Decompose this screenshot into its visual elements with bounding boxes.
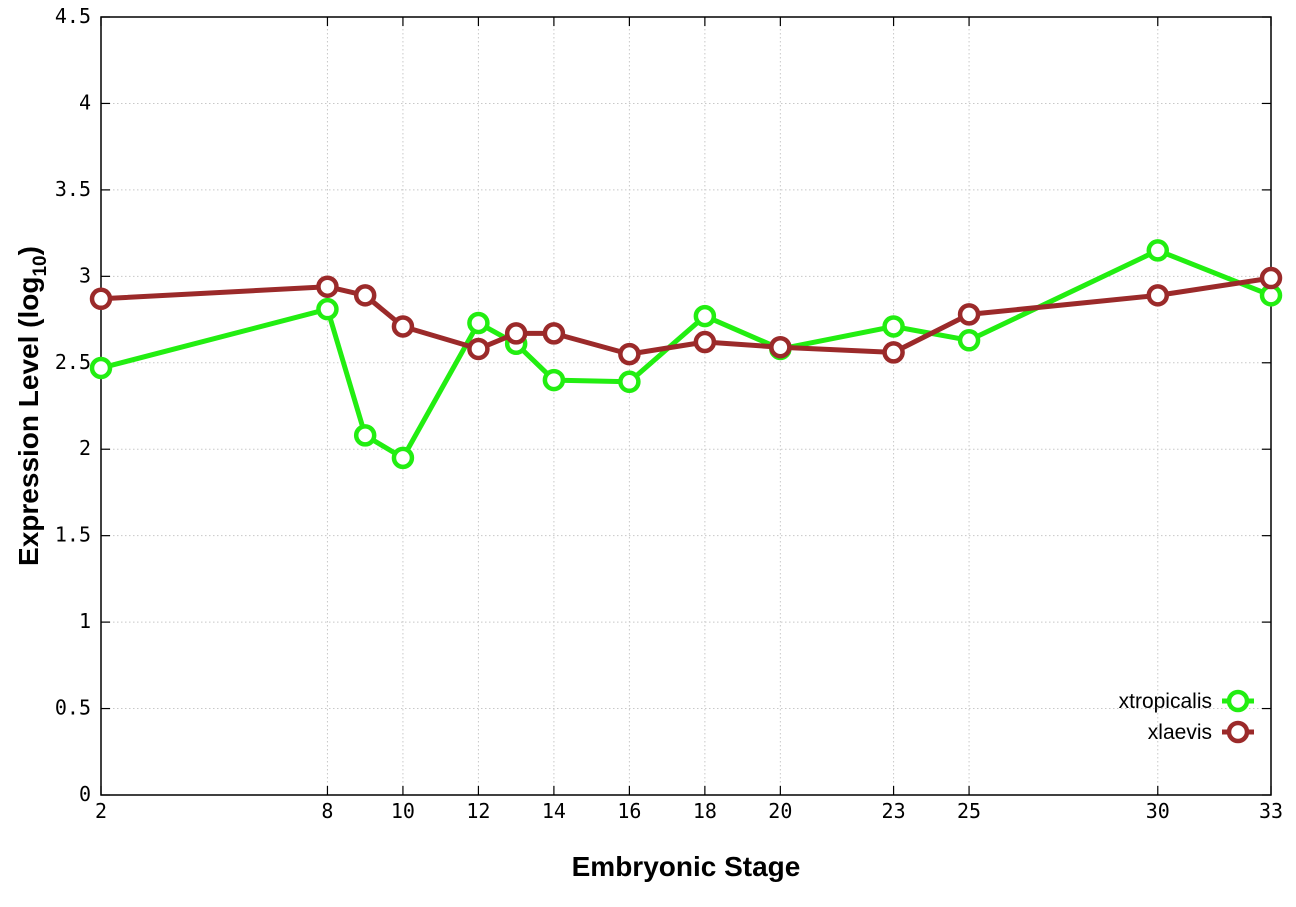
data-point-xlaevis	[618, 342, 641, 366]
data-point-xlaevis	[504, 322, 528, 345]
data-point-xtropicalis	[542, 368, 566, 392]
data-point-xtropicalis	[1146, 239, 1170, 262]
x-axis: 2 8 10 12 14 16 18 20 23 25 30 33	[95, 17, 1283, 823]
y-tick-label: 4.5	[55, 4, 91, 28]
data-point-xlaevis	[1146, 284, 1170, 307]
y-axis-title-sub: 10	[30, 255, 51, 276]
grid	[101, 17, 1271, 795]
data-point-xlaevis	[89, 287, 113, 311]
x-tick-label: 12	[466, 799, 490, 823]
y-tick-label: 0.5	[55, 696, 91, 720]
data-point-xtropicalis	[316, 297, 339, 321]
data-point-xtropicalis	[693, 304, 717, 328]
x-tick-label: 30	[1146, 799, 1170, 823]
x-tick-label: 8	[321, 799, 333, 823]
series-line-xlaevis	[100, 275, 1272, 357]
data-point-xlaevis	[353, 284, 377, 307]
data-point-xlaevis	[882, 341, 905, 364]
data-point-xtropicalis	[391, 446, 415, 470]
data-point-xlaevis	[316, 275, 339, 298]
plot-frame	[100, 16, 1272, 796]
series-group	[89, 239, 1283, 470]
x-tick-label: 14	[542, 799, 566, 823]
y-axis-title: Expression Level (log10)	[13, 246, 51, 566]
x-tick-label: 33	[1259, 799, 1283, 823]
x-tick-label: 18	[693, 799, 717, 823]
data-point-xlaevis	[693, 330, 717, 354]
y-tick-label: 3.5	[55, 177, 91, 201]
legend-swatch-marker	[1226, 720, 1250, 744]
data-point-xtropicalis	[957, 329, 981, 352]
data-point-xtropicalis	[353, 424, 377, 447]
x-tick-label: 16	[617, 799, 641, 823]
x-tick-label: 20	[768, 799, 792, 823]
x-tick-label: 25	[957, 799, 981, 823]
data-point-xlaevis	[769, 335, 792, 359]
legend-label-xlaevis: xlaevis	[1148, 721, 1212, 744]
legend-swatch-marker	[1226, 689, 1250, 713]
data-point-xtropicalis	[618, 370, 641, 394]
y-tick-label: 1	[79, 609, 91, 633]
y-tick-label: 3	[79, 263, 91, 287]
y-tick-label: 0	[79, 782, 91, 806]
x-tick-label: 2	[95, 799, 107, 823]
series-line-xtropicalis	[100, 247, 1272, 461]
data-point-xtropicalis	[89, 356, 113, 380]
data-point-xlaevis	[957, 303, 981, 326]
y-tick-label: 2.5	[55, 350, 91, 374]
y-axis-title-close: )	[13, 246, 44, 255]
data-point-xlaevis	[467, 337, 490, 361]
y-tick-label: 4	[79, 90, 91, 114]
legend-label-xtropicalis: xtropicalis	[1119, 690, 1212, 713]
legend: xtropicalis xlaevis	[1119, 689, 1254, 744]
y-axis-title-main: Expression Level (log	[13, 277, 44, 566]
x-tick-label: 23	[882, 799, 906, 823]
y-tick-label: 1.5	[55, 523, 91, 547]
x-tick-label: 10	[391, 799, 415, 823]
y-tick-label: 2	[79, 436, 91, 460]
data-point-xlaevis	[542, 322, 566, 345]
data-point-xtropicalis	[467, 311, 490, 335]
x-axis-title: Embryonic Stage	[572, 851, 801, 882]
y-axis: 0 0.5 1 1.5 2 2.5 3 3.5 4 4.5	[55, 4, 1271, 806]
data-point-xlaevis	[391, 315, 415, 338]
data-point-xtropicalis	[882, 315, 905, 338]
data-point-xlaevis	[1259, 266, 1283, 290]
